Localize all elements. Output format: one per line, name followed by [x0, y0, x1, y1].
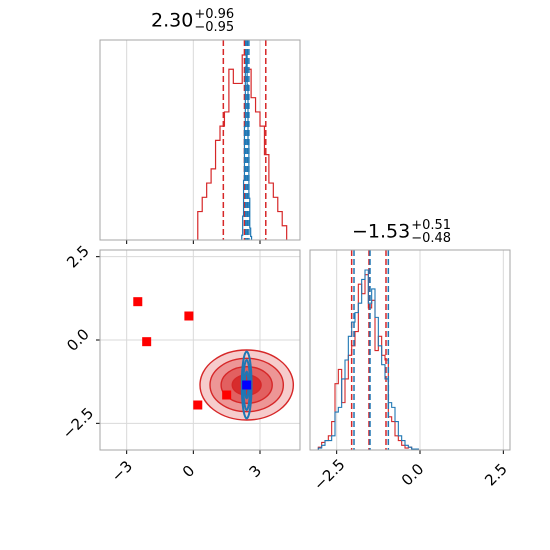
histogram-series-1 — [197, 54, 288, 240]
panel-frame — [99, 249, 301, 451]
top-left-panel-title: 2.30 +0.96 −0.95 — [151, 8, 234, 34]
blue-marker — [242, 380, 252, 390]
histogram-series-1 — [315, 274, 419, 451]
x-tick-label: −2.5 — [310, 455, 348, 493]
red-marker — [142, 337, 152, 347]
x-tick-label: 0 — [179, 462, 198, 481]
top-left-median: 2.30 — [151, 9, 194, 32]
x-tick-label: −3 — [108, 457, 136, 485]
panel-bottom-left-scatter: −3 0 3 −2.5 0.0 2.5 — [59, 242, 301, 485]
contour-blue-level-1 — [240, 350, 253, 420]
top-left-plus: +0.96 — [194, 7, 235, 22]
panel-frame — [99, 39, 301, 241]
bottom-right-minus: −0.48 — [411, 231, 452, 246]
red-marker — [193, 400, 203, 410]
plot-area — [310, 250, 510, 450]
bottom-right-median: −1.53 — [352, 220, 411, 243]
y-tick-label: 0.0 — [63, 325, 93, 355]
x-tick-label: 3 — [246, 462, 265, 481]
panel-top-left-histogram — [99, 39, 301, 244]
bottom-right-plus: +0.51 — [411, 218, 452, 233]
x-tick-label: 2.5 — [481, 460, 511, 490]
panel-frame — [309, 249, 511, 451]
plot-area — [100, 250, 300, 450]
panel-bottom-right-histogram: −2.5 0.0 2.5 — [309, 249, 511, 494]
red-marker — [184, 311, 194, 321]
red-marker — [133, 297, 143, 307]
bottom-right-panel-title: −1.53 +0.51 −0.48 — [352, 219, 451, 245]
red-marker — [222, 390, 232, 400]
histogram-series-2 — [315, 269, 419, 451]
y-tick-label: 2.5 — [63, 242, 93, 272]
y-tick-label: −2.5 — [59, 404, 97, 442]
top-left-minus: −0.95 — [194, 20, 235, 35]
plot-area — [100, 40, 300, 240]
x-tick-label: 0.0 — [398, 460, 428, 490]
